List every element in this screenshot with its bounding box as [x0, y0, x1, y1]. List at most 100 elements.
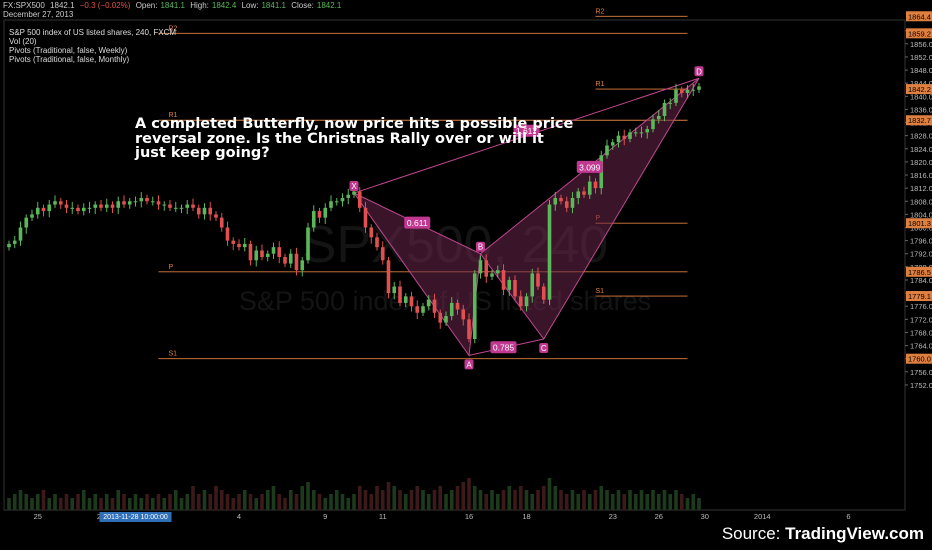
candle-body — [530, 273, 535, 297]
legend-symbol[interactable]: S&P 500 index of US listed shares, 240, … — [9, 28, 177, 37]
candle — [484, 254, 489, 283]
volume-bar — [306, 482, 310, 510]
candle-body — [593, 181, 598, 189]
candle — [288, 249, 293, 268]
candle-body — [116, 201, 121, 208]
price-tag-bg — [906, 353, 932, 364]
volume-bar — [70, 498, 75, 510]
candle-body — [467, 319, 471, 340]
candle-body — [334, 201, 339, 203]
y-tick-label: 1796.0 — [910, 237, 932, 246]
volume-bar — [691, 494, 696, 510]
candle — [162, 201, 167, 211]
candle — [237, 239, 241, 251]
pattern-point-a-badge — [464, 359, 474, 370]
candle-body — [409, 296, 414, 307]
y-tick-label: 1804.0 — [910, 210, 932, 219]
candle-body — [662, 102, 667, 116]
candle — [449, 297, 454, 321]
candle — [271, 242, 276, 259]
price-tag-bg — [906, 115, 932, 126]
volume-bar — [311, 490, 316, 510]
source-brand: TradingView.com — [785, 524, 924, 543]
legend-pivots-monthly[interactable]: Pivots (Traditional, false, Monthly) — [9, 55, 130, 64]
pattern-point-x: X — [351, 182, 357, 191]
candle — [616, 131, 621, 148]
candle — [254, 245, 259, 267]
volume-bar — [145, 494, 149, 510]
y-tick-label: 1856.0 — [910, 40, 932, 49]
last-price: 1842.1 — [50, 1, 75, 10]
candle-body — [202, 207, 207, 215]
candle-body — [478, 260, 483, 274]
x-tick-label: 16 — [465, 512, 473, 521]
price-tag: 1779.1 — [908, 292, 931, 301]
price-tag-bg — [906, 218, 932, 229]
x-tick-label: 9 — [323, 512, 327, 521]
y-tick-label: 1764.0 — [910, 342, 932, 351]
candle — [530, 268, 535, 303]
candle-body — [380, 247, 385, 261]
candle-body — [122, 201, 126, 205]
candle — [495, 265, 500, 278]
candle-body — [582, 191, 586, 195]
legend-pivots-weekly[interactable]: Pivots (Traditional, false, Weekly) — [9, 46, 128, 55]
volume-bar — [99, 498, 103, 510]
volume-bar — [651, 490, 655, 510]
candle-body — [576, 191, 581, 198]
volume-bar — [380, 490, 385, 510]
volume-bar — [668, 494, 673, 510]
candle — [369, 224, 374, 244]
candle-body — [541, 286, 546, 300]
y-tick-label: 1828.0 — [910, 132, 932, 141]
volume-bar — [610, 494, 615, 510]
volume-bar — [122, 494, 126, 510]
y-tick-label: 1792.0 — [910, 250, 932, 259]
open-value: 1841.1 — [160, 1, 185, 10]
candle — [53, 195, 57, 208]
volume-bar — [444, 494, 448, 510]
x-tick-label: 2014 — [754, 512, 771, 521]
volume-bar — [478, 490, 483, 510]
candle — [645, 125, 650, 139]
candle-body — [346, 194, 351, 198]
candle — [691, 83, 696, 96]
price-tag: 1864.4 — [908, 12, 931, 21]
volume-bar — [685, 498, 690, 510]
candle — [41, 204, 46, 217]
volume-bar — [662, 490, 667, 510]
low-label: Low: — [241, 1, 259, 10]
candle-body — [150, 201, 155, 203]
legend-volume[interactable]: Vol (20) — [9, 37, 37, 46]
candle — [277, 241, 282, 264]
candle-body — [674, 89, 678, 103]
volume-bar — [202, 490, 207, 510]
candle-body — [386, 260, 391, 294]
ratio-label: 0.785 — [493, 343, 515, 353]
y-tick-label: 1848.0 — [910, 66, 932, 75]
price-tag: 1786.5 — [908, 268, 931, 277]
volume-bar — [484, 494, 489, 510]
volume-bar — [616, 490, 621, 510]
candle-body — [173, 207, 178, 209]
volume-bar — [386, 482, 391, 510]
ratio-label: 3.099 — [579, 162, 601, 172]
y-tick-label: 1844.0 — [910, 79, 932, 88]
ratio-badge — [490, 341, 517, 354]
candle-body — [35, 207, 40, 215]
candle — [122, 195, 126, 208]
volume-bar — [674, 490, 678, 510]
y-tick-label: 1756.0 — [910, 368, 932, 377]
candle-body — [472, 273, 477, 340]
volume-bar — [242, 490, 247, 510]
candle-body — [628, 132, 632, 139]
candle — [76, 204, 80, 215]
volume-bar — [64, 494, 69, 510]
pattern-point-x-badge — [349, 181, 359, 192]
pivot-label-r2: R2 — [169, 25, 178, 32]
candle — [179, 204, 184, 214]
volume-bar — [41, 490, 46, 510]
volume-bar — [179, 498, 184, 510]
volume-bar — [501, 490, 506, 510]
